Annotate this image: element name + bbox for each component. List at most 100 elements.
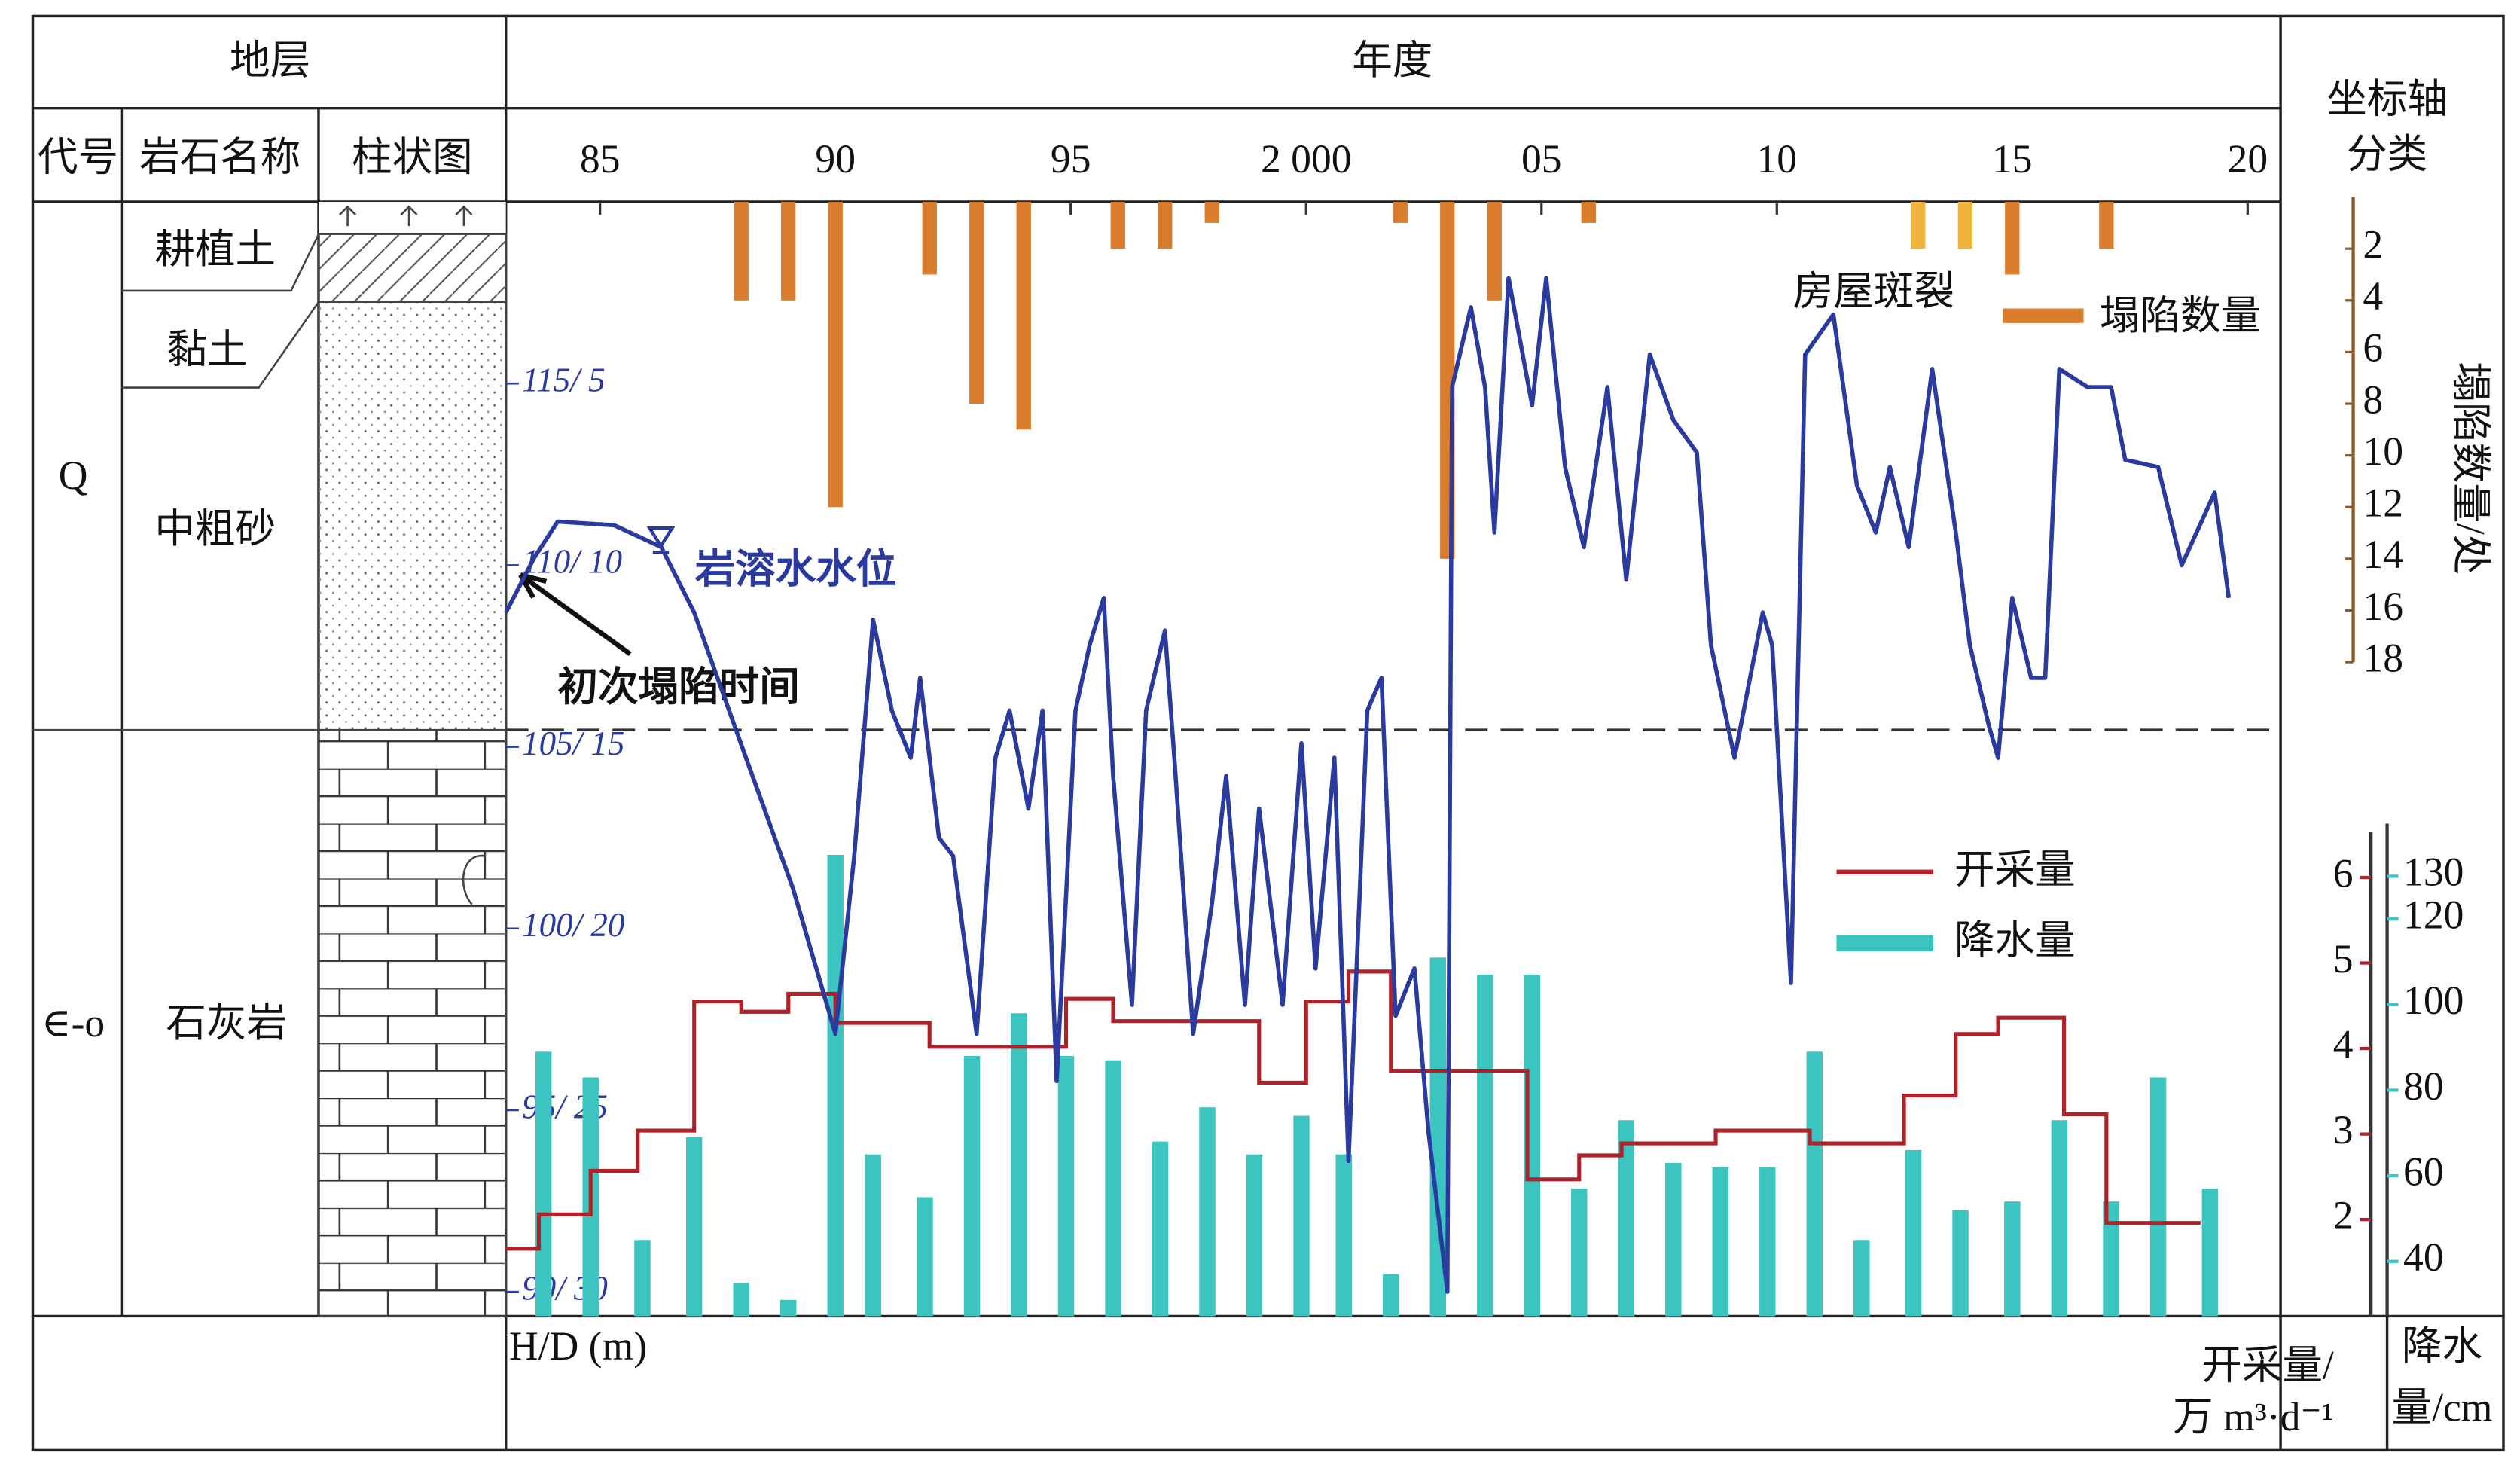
bar xyxy=(1665,1163,1682,1317)
bar xyxy=(2051,1120,2068,1317)
y3-tick-label: 80 xyxy=(2403,1064,2444,1109)
bar xyxy=(2099,202,2114,249)
column-header: 柱状图 xyxy=(352,135,473,180)
legend-label: 岩溶水水位 xyxy=(695,546,897,591)
y4-tick-label: 14 xyxy=(2363,532,2403,577)
header: 坐标轴 xyxy=(2326,77,2448,122)
bar xyxy=(781,202,796,301)
bar xyxy=(685,1137,703,1317)
bar xyxy=(2004,1201,2021,1317)
rock-name: 石灰岩 xyxy=(166,1000,287,1045)
y-axis-title: H/D (m) xyxy=(509,1323,647,1369)
y-tick-label: 105/ 15 xyxy=(522,725,624,762)
header: 年度 xyxy=(1352,38,1432,83)
legend-label: 降水量 xyxy=(1954,918,2076,963)
bar xyxy=(865,1154,881,1317)
bar xyxy=(969,202,984,404)
bar xyxy=(1105,1060,1121,1317)
bar xyxy=(2149,1077,2167,1317)
legend-swatch xyxy=(2003,308,2084,323)
y4-tick-label: 16 xyxy=(2363,584,2403,629)
y4-tick-label: 8 xyxy=(2363,377,2383,422)
bar xyxy=(827,854,844,1317)
water-symbol xyxy=(646,526,676,554)
y3-tick-label: 40 xyxy=(2403,1235,2444,1280)
bar xyxy=(1957,202,1972,249)
annotation: 初次塌陷时间 xyxy=(557,664,800,710)
bar xyxy=(1016,202,1031,430)
bar xyxy=(734,202,749,301)
y3-tick-label: 120 xyxy=(2403,893,2464,938)
y2-tick-label: 3 xyxy=(2333,1107,2354,1152)
annotation-arrow xyxy=(518,572,632,656)
line xyxy=(504,276,2232,1294)
bar xyxy=(634,1240,651,1317)
legend-label: 塌陷数量 xyxy=(2100,293,2261,338)
x-tick-label: 15 xyxy=(1992,136,2033,182)
y4-tick-label: 2 xyxy=(2363,221,2383,267)
bar xyxy=(733,1283,749,1317)
bar xyxy=(1393,202,1408,223)
bar xyxy=(1487,202,1502,301)
bar xyxy=(1335,1154,1352,1317)
bar xyxy=(2103,1201,2119,1317)
column-header: 岩石名称 xyxy=(139,135,301,180)
rock-name: 中粗砂 xyxy=(154,506,276,551)
x-tick-label: 85 xyxy=(580,136,621,182)
bar xyxy=(922,202,937,275)
legend-label: 房屋斑裂 xyxy=(1793,269,1954,314)
bar xyxy=(1524,975,1540,1317)
bar xyxy=(1952,1210,1969,1317)
bar xyxy=(1905,1150,1922,1317)
x-tick-label: 95 xyxy=(1051,136,1091,182)
y2-tick-label: 5 xyxy=(2333,936,2354,981)
bar xyxy=(1057,1056,1075,1317)
y2-tick-label: 4 xyxy=(2333,1021,2354,1067)
y-tick-label: 115/ 5 xyxy=(522,362,605,399)
bar xyxy=(1152,1141,1169,1317)
bar xyxy=(828,202,843,508)
y3-tick-label: 60 xyxy=(2403,1149,2444,1194)
bar xyxy=(1011,1013,1027,1317)
bar xyxy=(2005,202,2020,275)
bar xyxy=(1806,1051,1823,1317)
y2-tick-label: 6 xyxy=(2333,850,2354,896)
rock-name: 耕植土 xyxy=(154,227,276,272)
bar xyxy=(1853,1240,1870,1317)
y4-tick-label: 18 xyxy=(2363,635,2403,680)
bar xyxy=(1571,1189,1588,1317)
step-line xyxy=(505,969,2201,1251)
y3-tick-label: 100 xyxy=(2403,978,2464,1023)
bar xyxy=(1911,202,1926,249)
bar xyxy=(1581,202,1596,223)
layer-code: Q xyxy=(59,453,88,498)
rock-name: 黏土 xyxy=(166,327,247,372)
y4-tick-label: 10 xyxy=(2363,429,2403,474)
header: 分类 xyxy=(2347,131,2427,176)
y3-tick-label: 130 xyxy=(2403,850,2464,895)
bar xyxy=(779,1299,797,1317)
bar xyxy=(963,1056,981,1317)
bar xyxy=(1383,1274,1399,1317)
bar xyxy=(1618,1120,1635,1317)
y2-tick-label: 2 xyxy=(2333,1192,2354,1238)
legend-label: 开采量 xyxy=(1954,847,2076,892)
x-tick-label: 10 xyxy=(1756,136,1797,182)
bar xyxy=(1199,1107,1216,1317)
y-tick-label: 110/ 10 xyxy=(522,543,622,581)
x-tick-label: 2 000 xyxy=(1261,136,1352,182)
bar xyxy=(1429,957,1446,1317)
y3-axis-title: 降水 xyxy=(2402,1323,2482,1369)
bar xyxy=(1246,1154,1263,1317)
y-tick-label: 100/ 20 xyxy=(522,906,624,944)
y4-tick-label: 6 xyxy=(2363,325,2383,371)
bar xyxy=(2201,1189,2219,1317)
y4-tick-label: 4 xyxy=(2363,273,2383,319)
bar xyxy=(1477,975,1493,1317)
y3-axis-title: 量/cm xyxy=(2392,1384,2493,1430)
bar xyxy=(1293,1115,1310,1317)
layer-code: ∈-o xyxy=(41,1000,105,1045)
table-frame xyxy=(31,14,2505,1452)
header: 地层 xyxy=(230,38,310,83)
